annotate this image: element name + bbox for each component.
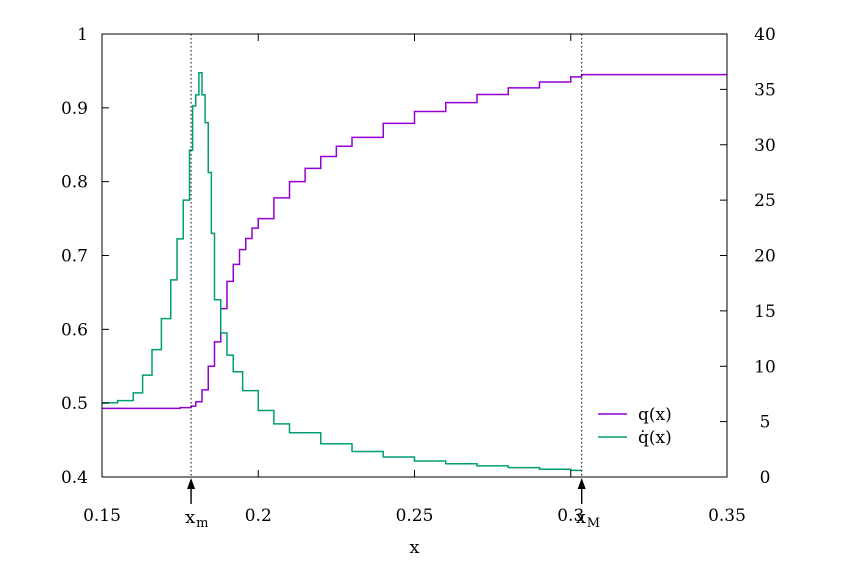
series-line-2 bbox=[102, 72, 582, 472]
y-tick-label: 0.5 bbox=[61, 394, 88, 414]
legend-label-1: q(x) bbox=[638, 405, 672, 425]
marker-arrow-head bbox=[577, 478, 586, 489]
marker-arrow-head bbox=[187, 478, 196, 489]
y2-tick-label: 5 bbox=[760, 413, 771, 433]
x-axis-label: x bbox=[409, 537, 419, 558]
y2-tick-label: 40 bbox=[754, 25, 776, 45]
y-tick-label: 0.7 bbox=[61, 247, 88, 267]
y2-tick-label: 25 bbox=[754, 191, 776, 211]
x-tick-label: 0.25 bbox=[396, 506, 434, 526]
series-layer bbox=[102, 72, 727, 472]
y-tick-label: 0.9 bbox=[61, 99, 88, 119]
y-tick-label: 0.6 bbox=[61, 320, 88, 340]
x-tick-label: 0.15 bbox=[83, 506, 121, 526]
x-tick-label: 0.35 bbox=[708, 506, 746, 526]
y2-tick-label: 30 bbox=[754, 136, 776, 156]
ticks-layer: 0.15 0.2 0.25 0.3 0.350.40.50.60.70.80.91051… bbox=[61, 25, 776, 526]
legend: q(x) q̇(x) bbox=[598, 405, 672, 448]
series-line-1 bbox=[102, 73, 727, 410]
y-tick-label: 0.8 bbox=[61, 173, 88, 193]
y2-tick-label: 20 bbox=[754, 247, 776, 267]
y2-tick-label: 15 bbox=[754, 302, 776, 322]
marker-subscript: M bbox=[587, 516, 600, 531]
marker-label: x bbox=[576, 507, 586, 528]
y2-tick-label: 35 bbox=[754, 80, 776, 100]
marker-subscript: m bbox=[196, 516, 208, 531]
marker-label: x bbox=[185, 507, 195, 528]
y-tick-label: 0.4 bbox=[61, 468, 88, 488]
legend-label-2: q̇(x) bbox=[638, 428, 672, 448]
y2-tick-label: 10 bbox=[754, 357, 776, 377]
y2-tick-label: 0 bbox=[760, 468, 771, 488]
x-tick-label: 0.3 bbox=[557, 506, 584, 526]
x-tick-label: 0.2 bbox=[245, 506, 272, 526]
y-tick-label: 1 bbox=[77, 25, 88, 45]
